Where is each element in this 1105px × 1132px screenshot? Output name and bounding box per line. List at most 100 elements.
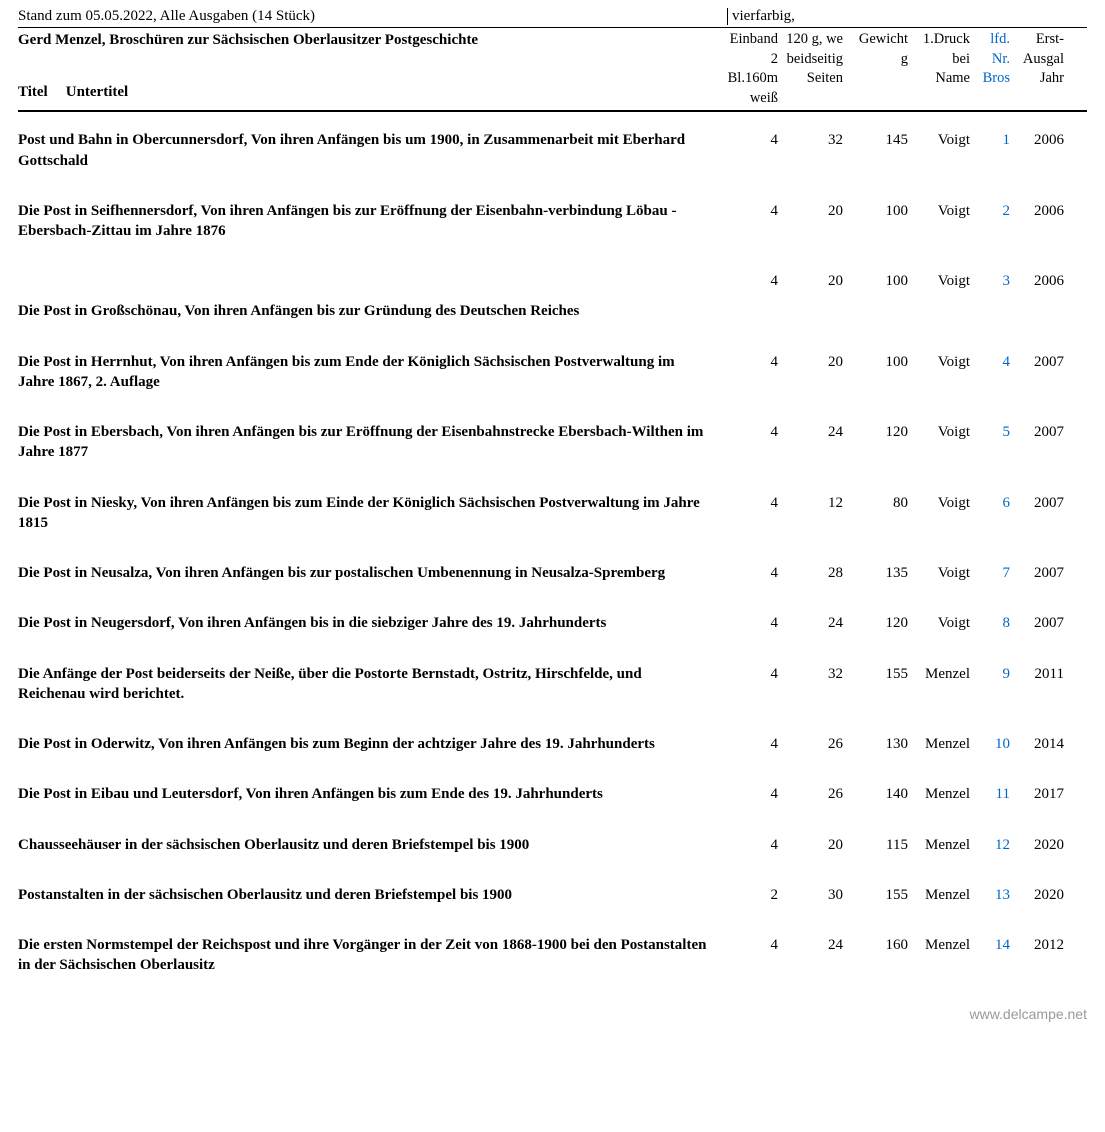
row-title: Die Post in Neusalza, Von ihren Anfängen… [18,563,718,583]
row-c6: 2006 [1010,130,1064,171]
row-title: Die Anfänge der Post beiderseits der Nei… [18,664,718,705]
table-row: Die Post in Großschönau, Von ihren Anfän… [18,271,1087,321]
row-c5: 9 [970,664,1010,705]
row-c3: 135 [843,563,908,583]
row-c4: Voigt [908,613,970,633]
row-title: Post und Bahn in Obercunnersdorf, Von ih… [18,130,718,171]
table-row: Die Post in Niesky, Von ihren Anfängen b… [18,493,1087,534]
table-row: Chausseehäuser in der sächsischen Oberla… [18,835,1087,855]
row-c4: Voigt [908,493,970,534]
row-c5: 10 [970,734,1010,754]
row-c6: 2007 [1010,563,1064,583]
header-col2: 120 g, we beidseitig Seiten [778,28,843,108]
row-c6: 2007 [1010,352,1064,393]
row-c1: 4 [718,784,778,804]
row-c3: 80 [843,493,908,534]
header-col1: Einband 2 Bl.160m weiß [718,28,778,108]
row-c3: 130 [843,734,908,754]
table-row: Die Post in Oderwitz, Von ihren Anfängen… [18,734,1087,754]
row-c6: 2017 [1010,784,1064,804]
author-title: Gerd Menzel, Broschüren zur Sächsischen … [18,30,718,50]
watermark: www.delcampe.net [18,1006,1087,1022]
row-title: Postanstalten in der sächsischen Oberlau… [18,885,718,905]
row-c4: Voigt [908,201,970,242]
row-c1: 4 [718,613,778,633]
row-c1: 2 [718,885,778,905]
top-status-row: Stand zum 05.05.2022, Alle Ausgaben (14 … [18,8,1087,28]
row-c2: 24 [778,613,843,633]
row-c1: 4 [718,201,778,242]
row-c6: 2020 [1010,885,1064,905]
row-c2: 24 [778,935,843,976]
row-c5: 4 [970,352,1010,393]
row-c1: 4 [718,493,778,534]
row-title: Die Post in Eibau und Leutersdorf, Von i… [18,784,718,804]
row-c2: 20 [778,271,843,321]
row-c6: 2020 [1010,835,1064,855]
row-c1: 4 [718,130,778,171]
row-c2: 32 [778,664,843,705]
row-c4: Menzel [908,885,970,905]
row-title: Die Post in Oderwitz, Von ihren Anfängen… [18,734,718,754]
header-untertitel: Untertitel [66,82,128,102]
row-c6: 2011 [1010,664,1064,705]
table-row: Die Anfänge der Post beiderseits der Nei… [18,664,1087,705]
row-c1: 4 [718,422,778,463]
row-c3: 145 [843,130,908,171]
row-c2: 24 [778,422,843,463]
row-c5: 1 [970,130,1010,171]
row-c4: Voigt [908,271,970,321]
row-c4: Menzel [908,784,970,804]
table-row: Die Post in Neugersdorf, Von ihren Anfän… [18,613,1087,633]
row-c5: 3 [970,271,1010,321]
row-title: Die Post in Seifhennersdorf, Von ihren A… [18,201,718,242]
row-c3: 120 [843,613,908,633]
row-c6: 2012 [1010,935,1064,976]
row-c6: 2006 [1010,271,1064,321]
table-row: Die Post in Eibau und Leutersdorf, Von i… [18,784,1087,804]
row-c6: 2007 [1010,613,1064,633]
row-c5: 2 [970,201,1010,242]
row-c1: 4 [718,835,778,855]
row-c4: Voigt [908,563,970,583]
table-row: Die Post in Seifhennersdorf, Von ihren A… [18,201,1087,242]
row-c4: Menzel [908,935,970,976]
header-col4: 1.Druck bei Name [908,28,970,108]
row-c2: 26 [778,784,843,804]
row-c4: Menzel [908,835,970,855]
row-c2: 20 [778,835,843,855]
row-title: Die ersten Normstempel der Reichspost un… [18,935,718,976]
table-row: Postanstalten in der sächsischen Oberlau… [18,885,1087,905]
row-title: Die Post in Niesky, Von ihren Anfängen b… [18,493,718,534]
row-title: Die Post in Großschönau, Von ihren Anfän… [18,271,718,321]
row-c5: 6 [970,493,1010,534]
status-left: Stand zum 05.05.2022, Alle Ausgaben (14 … [18,8,315,25]
row-c2: 20 [778,352,843,393]
header-titel: Titel [18,82,48,102]
row-c2: 30 [778,885,843,905]
row-c5: 5 [970,422,1010,463]
row-c1: 4 [718,271,778,321]
row-c2: 20 [778,201,843,242]
row-c5: 11 [970,784,1010,804]
row-c2: 26 [778,734,843,754]
header-col6: Erst- Ausgal Jahr [1010,28,1064,108]
header-col5: lfd. Nr. Bros [970,28,1010,108]
row-c4: Voigt [908,352,970,393]
row-c6: 2007 [1010,493,1064,534]
row-c3: 140 [843,784,908,804]
row-c3: 155 [843,885,908,905]
row-c2: 12 [778,493,843,534]
row-title: Die Post in Ebersbach, Von ihren Anfänge… [18,422,718,463]
table-row: Die Post in Ebersbach, Von ihren Anfänge… [18,422,1087,463]
row-c1: 4 [718,734,778,754]
row-c4: Menzel [908,664,970,705]
table-header: Gerd Menzel, Broschüren zur Sächsischen … [18,28,1087,112]
row-title: Die Post in Neugersdorf, Von ihren Anfän… [18,613,718,633]
table-row: Die Post in Herrnhut, Von ihren Anfängen… [18,352,1087,393]
header-left: Gerd Menzel, Broschüren zur Sächsischen … [18,28,718,108]
row-c4: Voigt [908,422,970,463]
row-c1: 4 [718,563,778,583]
header-col3: Gewicht g [843,28,908,108]
row-c5: 13 [970,885,1010,905]
